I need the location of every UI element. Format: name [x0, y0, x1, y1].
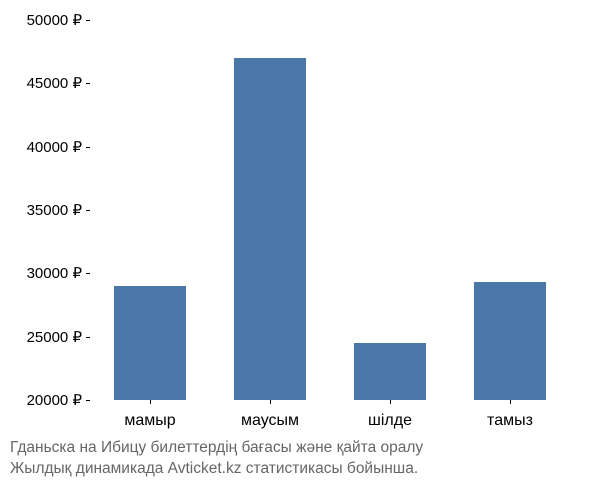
y-tick-mark	[86, 400, 90, 401]
y-tick-mark	[86, 20, 90, 21]
x-tick-label: тамыз	[487, 412, 533, 430]
x-tick-label: маусым	[241, 412, 299, 430]
y-tick-label: 35000 ₽	[27, 201, 82, 219]
bar	[354, 343, 426, 400]
bar	[474, 282, 546, 400]
y-tick-mark	[86, 210, 90, 211]
y-tick-label: 30000 ₽	[27, 264, 82, 282]
y-tick-label: 45000 ₽	[27, 74, 82, 92]
y-tick-mark	[86, 337, 90, 338]
y-tick-label: 40000 ₽	[27, 138, 82, 156]
x-tick-mark	[150, 400, 151, 404]
x-tick-label: шілде	[368, 412, 412, 430]
caption-line-2: Жылдық динамикада Avticket.kz статистика…	[10, 459, 423, 480]
y-tick-label: 25000 ₽	[27, 328, 82, 346]
x-tick-mark	[510, 400, 511, 404]
x-tick-mark	[270, 400, 271, 404]
plot-region: 20000 ₽25000 ₽30000 ₽35000 ₽40000 ₽45000…	[90, 20, 570, 400]
caption: Гданьска на Ибицу билеттердің бағасы жән…	[10, 438, 423, 480]
bar	[234, 58, 306, 400]
y-tick-mark	[86, 273, 90, 274]
y-tick-mark	[86, 147, 90, 148]
chart-area: 20000 ₽25000 ₽30000 ₽35000 ₽40000 ₽45000…	[90, 20, 570, 400]
x-tick-label: мамыр	[124, 412, 175, 430]
y-tick-mark	[86, 83, 90, 84]
y-tick-label: 50000 ₽	[27, 11, 82, 29]
x-tick-mark	[390, 400, 391, 404]
caption-line-1: Гданьска на Ибицу билеттердің бағасы жән…	[10, 438, 423, 459]
chart-container: 20000 ₽ 25000 ₽ 30000 ₽ 35000 ₽ 40000 ₽ 45000…	[0, 0, 600, 500]
y-tick-label: 20000 ₽	[27, 391, 82, 409]
bar	[114, 286, 186, 400]
